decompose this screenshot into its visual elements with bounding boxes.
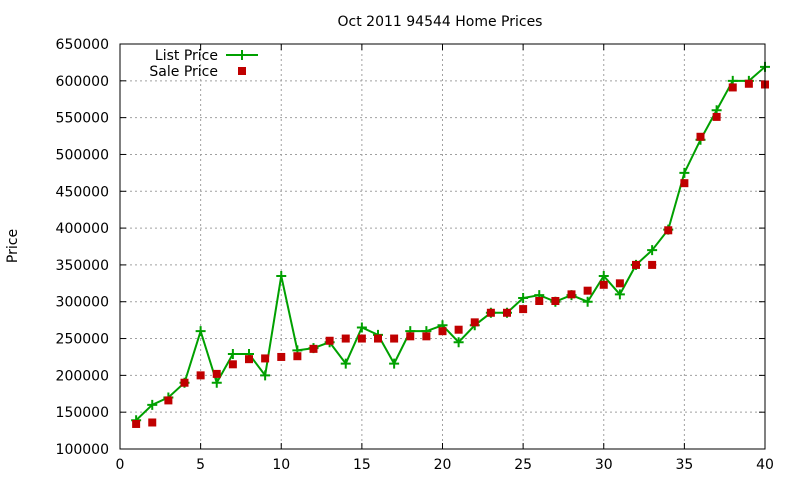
sale-price-point xyxy=(245,355,253,364)
sale-price-point xyxy=(293,352,302,361)
list-price-point xyxy=(389,358,400,369)
list-price-point xyxy=(276,270,287,281)
x-tick-label: 15 xyxy=(353,457,371,473)
x-tick-label: 5 xyxy=(196,457,205,473)
sale-price-point xyxy=(551,296,560,305)
x-tick-label: 10 xyxy=(272,457,290,473)
sale-price-point xyxy=(132,419,141,428)
sale-price-point xyxy=(615,279,624,288)
list-price-point xyxy=(356,322,367,333)
sale-price-point xyxy=(196,371,205,380)
y-tick-label: 600000 xyxy=(56,74,109,90)
y-tick-label: 550000 xyxy=(56,111,109,127)
list-price-point xyxy=(227,349,238,360)
list-price-point xyxy=(211,377,222,388)
sale-price-point xyxy=(535,296,544,305)
legend-square-marker xyxy=(238,67,246,75)
x-tick-label: 35 xyxy=(675,457,693,473)
legend-label: Sale Price xyxy=(149,64,218,80)
sale-price-point xyxy=(148,418,157,427)
legend-plus-marker xyxy=(237,50,247,60)
sale-price-point xyxy=(648,260,657,269)
sale-price-point xyxy=(486,308,495,317)
sale-price-point xyxy=(406,332,415,341)
sale-price-point xyxy=(164,396,173,405)
series-layer xyxy=(131,61,770,428)
y-tick-label: 300000 xyxy=(56,295,109,311)
list-price-point xyxy=(679,167,690,178)
plot-border xyxy=(119,43,766,450)
sale-price-point xyxy=(583,286,592,295)
x-tick-label: 25 xyxy=(514,457,532,473)
y-tick-label: 650000 xyxy=(56,37,109,53)
x-tick-label: 0 xyxy=(116,457,125,473)
legend-label: List Price xyxy=(155,48,218,64)
sale-price-point xyxy=(228,360,237,369)
sale-price-point xyxy=(567,290,576,299)
sale-price-point xyxy=(599,280,608,289)
y-tick-label: 200000 xyxy=(56,368,109,384)
chart-title: Oct 2011 94544 Home Prices xyxy=(338,14,543,30)
list-price-point xyxy=(614,289,625,300)
list-price-point xyxy=(598,270,609,281)
sale-price-point xyxy=(325,336,334,345)
sale-price-point xyxy=(212,369,221,378)
x-tick-label: 30 xyxy=(595,457,613,473)
sale-price-point xyxy=(261,354,270,363)
sale-price-point xyxy=(277,352,286,361)
list-price-point xyxy=(340,358,351,369)
sale-price-point xyxy=(632,260,640,269)
y-tick-label: 350000 xyxy=(56,258,109,274)
series-1 xyxy=(132,79,769,428)
y-tick-label: 250000 xyxy=(56,332,109,348)
x-tick-label: 20 xyxy=(434,457,452,473)
axis-ticks: 0 5 10 15 20 25 30 35 40 100000 150000 200000 250000… xyxy=(56,37,774,473)
list-price-point xyxy=(582,296,593,307)
sale-price-point xyxy=(680,179,689,188)
sale-price-point xyxy=(712,112,721,121)
y-tick-label: 500000 xyxy=(56,147,109,163)
y-tick-label: 400000 xyxy=(56,221,109,237)
y-axis-label: Price xyxy=(5,229,21,263)
list-price-point xyxy=(260,370,271,381)
sale-price-point xyxy=(422,332,431,341)
y-tick-label: 150000 xyxy=(56,405,109,421)
sale-price-point xyxy=(438,327,447,336)
sale-price-point xyxy=(744,79,753,88)
sale-price-point xyxy=(341,334,350,343)
sale-price-point xyxy=(374,334,382,343)
list-price-point xyxy=(647,245,658,256)
sale-price-point xyxy=(390,334,399,343)
sale-price-point xyxy=(503,308,511,317)
sale-price-point xyxy=(180,378,189,387)
y-tick-label: 100000 xyxy=(56,442,109,458)
sale-price-point xyxy=(357,334,366,343)
list-price-point xyxy=(147,399,158,410)
sale-price-point xyxy=(664,226,673,235)
list-price-line xyxy=(135,66,766,422)
x-tick-label: 40 xyxy=(756,457,774,473)
sale-price-point xyxy=(519,305,528,314)
list-price-point xyxy=(453,337,464,348)
list-price-point xyxy=(518,293,529,304)
sale-price-point xyxy=(696,132,705,141)
sale-price-point xyxy=(309,344,318,353)
y-tick-label: 450000 xyxy=(56,184,109,200)
sale-price-point xyxy=(454,325,463,334)
sale-price-point xyxy=(728,83,737,92)
sale-price-point xyxy=(470,318,479,327)
list-price-point xyxy=(195,326,206,337)
